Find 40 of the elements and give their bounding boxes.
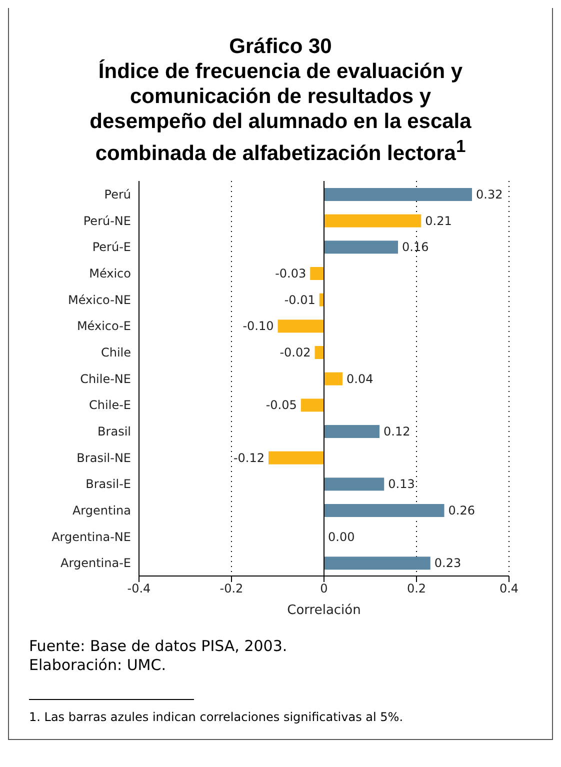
y-tick-label: Perú [104,187,131,202]
source-note: Fuente: Base de datos PISA, 2003. [29,637,288,656]
y-tick-label: Perú-E [92,240,131,254]
text: Elaboración: UMC. [29,656,167,675]
y-tick-label: Argentina [72,503,131,518]
y-tick-label: Brasil-E [86,477,131,492]
data-label: -0.10 [242,319,274,334]
x-tick-label: -0.4 [127,582,151,596]
data-label: 0.26 [448,504,475,518]
data-label: 0.16 [402,240,429,254]
x-axis-title: Correlación [287,603,361,618]
x-tick-label: 0 [320,582,328,596]
data-label: 0.04 [346,372,374,386]
data-label: -0.02 [280,346,311,360]
data-label: 0.12 [384,424,410,438]
y-tick-label: Chile [100,345,131,360]
y-tick-label: Argentina-NE [52,530,131,544]
x-tick-label: 0.4 [499,582,519,596]
data-label: 0.32 [476,188,503,202]
y-tick-label: México-NE [68,292,131,307]
y-tick-label: Perú-NE [83,214,131,228]
y-tick-label: Chile-E [89,398,131,412]
y-tick-label: México [89,266,131,280]
data-label: -0.05 [266,398,297,412]
data-label: 0.23 [434,556,462,570]
y-tick-label: Argentina-E [60,556,131,570]
y-tick-label: Chile-NE [80,372,131,386]
data-label: 0.00 [328,530,355,544]
y-tick-label: Brasil-NE [76,450,131,465]
chart-title: Gráfico 30 Índice de frecuencia de evaluación y comunicación de resultados y desempeño del alumnado en la escala combinada de alfabetización lectora$^{1}$ [88,34,472,166]
data-label: 0.13 [388,477,415,492]
y-tick-label: México-E [76,319,131,334]
y-tick-label: Brasil [98,424,131,438]
data-label: 0.21 [425,214,452,228]
text: 1. Las barras azules indican correlaciones significativas al 5%. [29,709,404,726]
x-tick-label: -0.2 [220,582,244,596]
data-label: -0.12 [233,450,264,465]
data-label: -0.03 [275,266,306,280]
data-label: -0.01 [284,292,316,307]
x-tick-label: 0.2 [406,582,426,596]
